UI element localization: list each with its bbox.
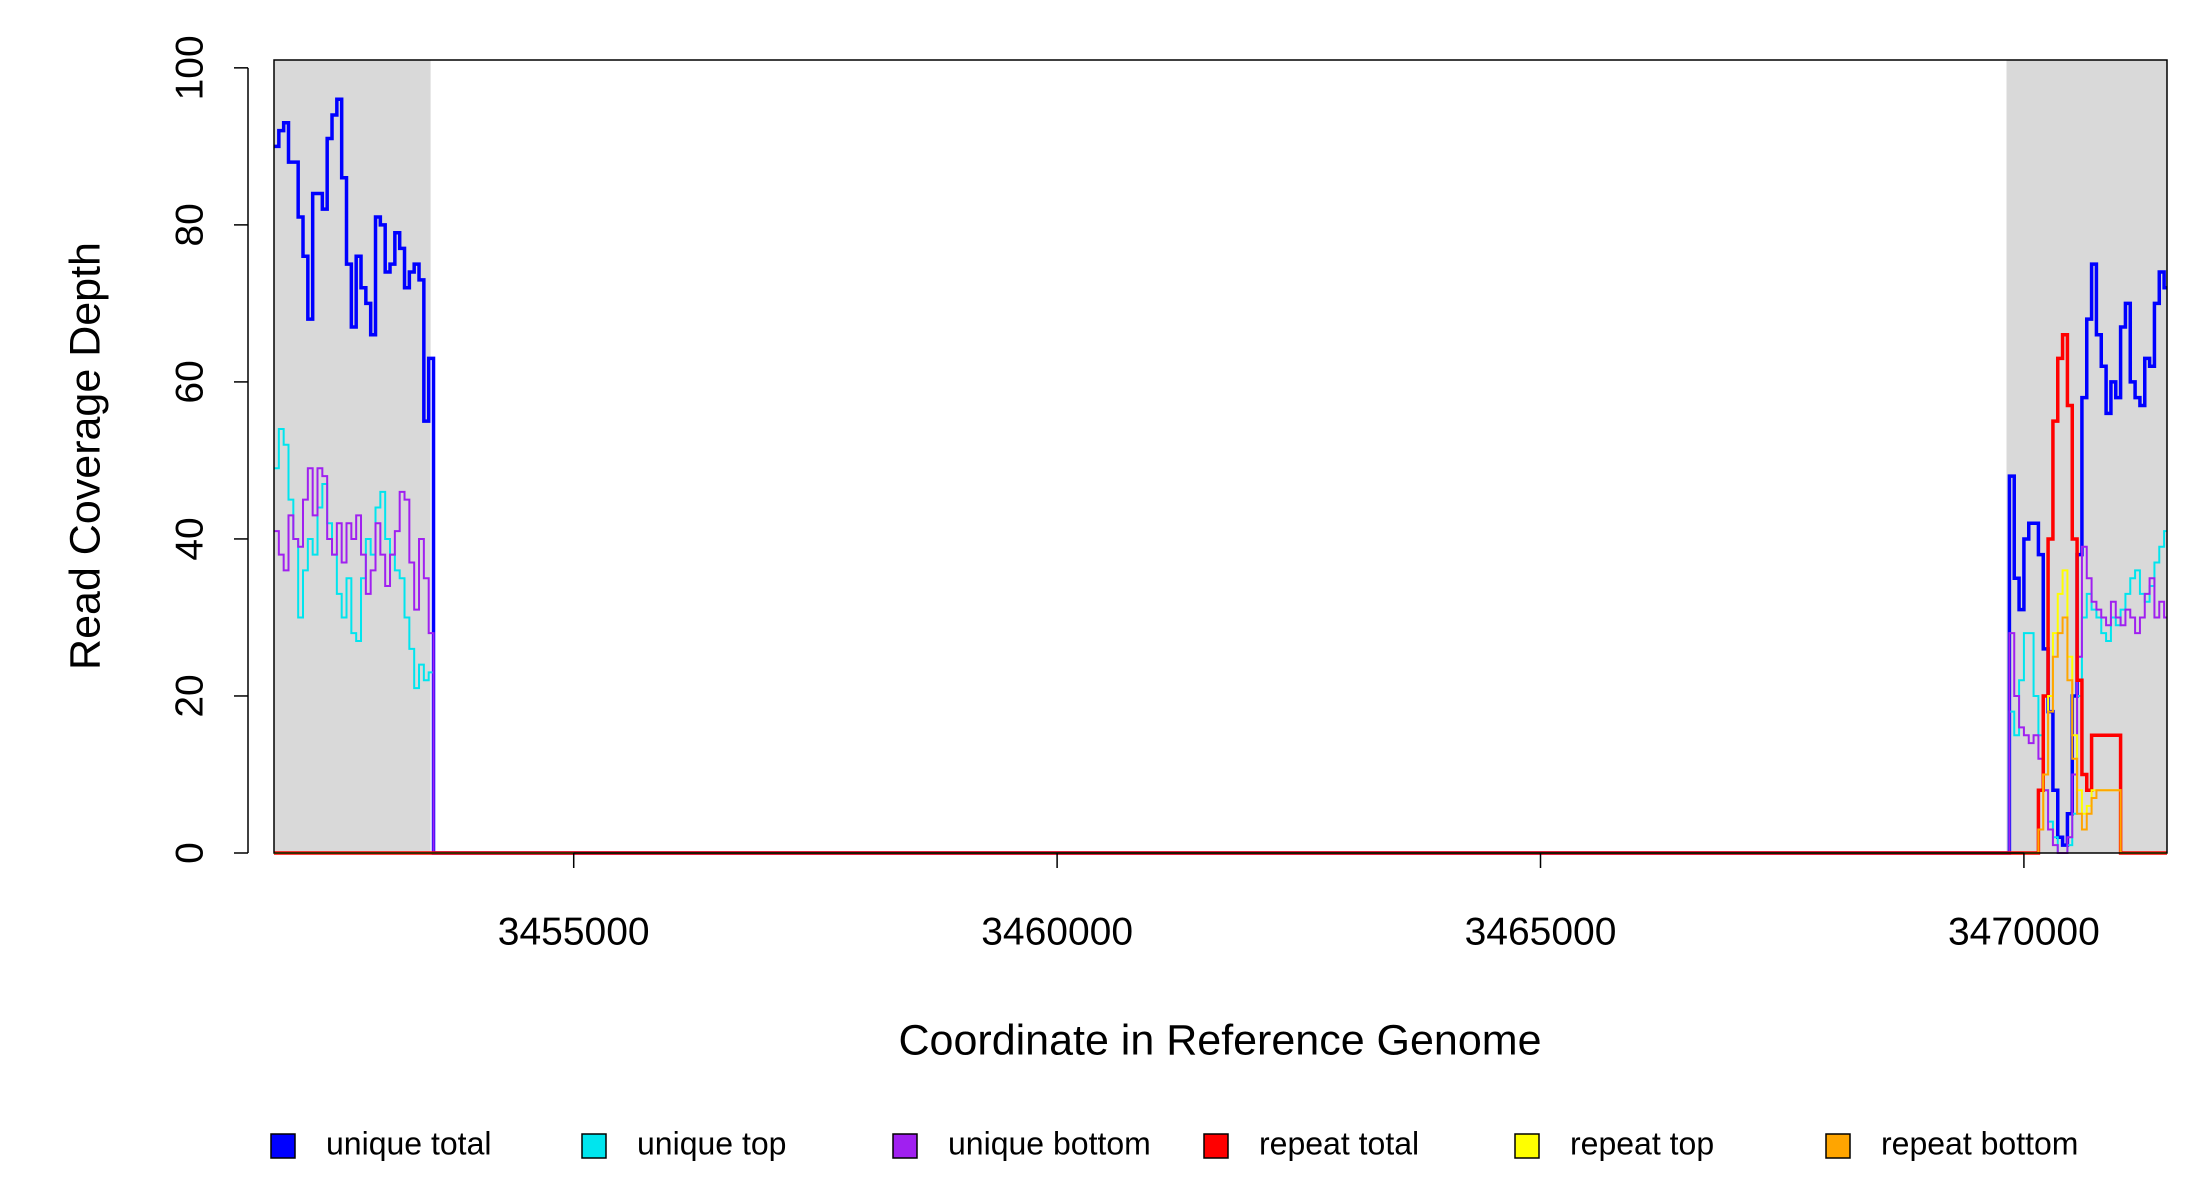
y-tick-label: 80 <box>168 203 211 246</box>
x-tick-label: 3465000 <box>1465 910 1617 953</box>
y-tick-label: 60 <box>168 360 211 403</box>
x-tick-label: 3470000 <box>1948 910 2100 953</box>
y-tick-label: 100 <box>168 35 211 100</box>
series-line <box>274 467 2167 854</box>
plot-frame <box>273 59 2168 854</box>
series-line <box>274 428 2167 854</box>
legend-label: repeat top <box>1570 1125 1714 1161</box>
legend-swatch <box>892 1133 918 1159</box>
x-tick-label: 3455000 <box>498 910 650 953</box>
legend-label: unique bottom <box>948 1125 1151 1161</box>
x-axis-label: Coordinate in Reference Genome <box>899 1016 1542 1064</box>
y-axis-label: Read Coverage Depth <box>61 242 109 670</box>
legend-label: repeat bottom <box>1881 1125 2078 1161</box>
legend-swatch <box>1203 1133 1229 1159</box>
legend-swatch <box>1825 1133 1851 1159</box>
series-line <box>274 616 2167 854</box>
shaded-region <box>274 60 431 853</box>
series-line <box>274 333 2167 855</box>
legend-label: repeat total <box>1259 1125 1419 1161</box>
legend-label: unique top <box>637 1125 786 1161</box>
y-tick-label: 0 <box>168 842 211 864</box>
y-tick-label: 20 <box>168 674 211 717</box>
legend-swatch <box>581 1133 607 1159</box>
legend-swatch <box>1514 1133 1540 1159</box>
x-tick-label: 3460000 <box>981 910 1133 953</box>
legend-swatch <box>270 1133 296 1159</box>
y-tick-label: 40 <box>168 517 211 560</box>
series-line <box>274 569 2167 854</box>
shaded-region <box>2006 60 2167 853</box>
series-line <box>274 97 2167 855</box>
legend-label: unique total <box>326 1125 491 1161</box>
